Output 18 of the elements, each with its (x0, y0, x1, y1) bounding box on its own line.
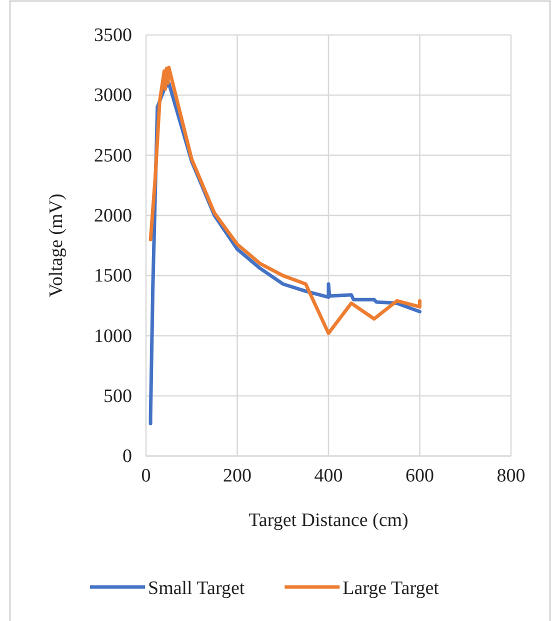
x-axis-title: Target Distance (cm) (248, 510, 408, 531)
x-tick-label: 400 (314, 465, 343, 486)
x-tick-label: 600 (406, 465, 434, 486)
legend-label: Large Target (342, 578, 440, 599)
x-tick-label: 0 (141, 465, 151, 486)
y-tick-label: 0 (122, 446, 132, 468)
legend-label: Small Target (148, 578, 246, 599)
y-tick-label: 500 (104, 386, 132, 407)
y-tick-label: 2500 (94, 145, 132, 166)
y-tick-label: 2000 (94, 206, 132, 227)
x-tick-label: 200 (223, 465, 252, 486)
y-tick-label: 1500 (94, 266, 132, 287)
y-tick-label: 3000 (94, 85, 132, 106)
y-tick-label: 3500 (94, 25, 132, 46)
y-axis-title: Voltage (mV) (46, 194, 67, 298)
line-series (148, 66, 422, 336)
y-tick-label: 1000 (94, 326, 132, 347)
x-tick-label: 800 (496, 465, 526, 486)
